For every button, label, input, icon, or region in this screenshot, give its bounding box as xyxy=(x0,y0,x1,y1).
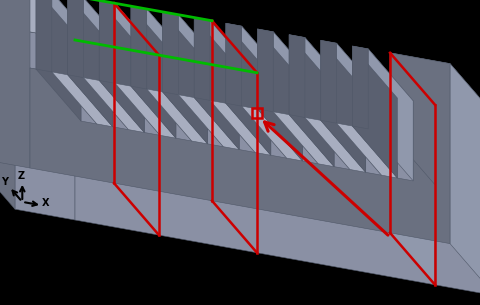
Polygon shape xyxy=(163,12,223,67)
Polygon shape xyxy=(115,83,176,138)
Polygon shape xyxy=(194,18,239,149)
Polygon shape xyxy=(147,89,207,144)
Polygon shape xyxy=(113,47,129,130)
Polygon shape xyxy=(257,29,318,84)
Polygon shape xyxy=(115,3,160,135)
Polygon shape xyxy=(273,32,318,164)
Polygon shape xyxy=(305,38,350,170)
Polygon shape xyxy=(84,0,129,130)
Polygon shape xyxy=(257,29,273,112)
Polygon shape xyxy=(321,40,366,172)
Polygon shape xyxy=(36,0,97,44)
Polygon shape xyxy=(131,6,176,138)
Polygon shape xyxy=(75,120,435,285)
Polygon shape xyxy=(390,133,435,285)
Polygon shape xyxy=(84,77,144,132)
Polygon shape xyxy=(68,0,84,77)
Polygon shape xyxy=(241,106,302,161)
Polygon shape xyxy=(289,35,350,89)
Polygon shape xyxy=(81,41,97,124)
Polygon shape xyxy=(68,0,129,50)
Polygon shape xyxy=(390,53,480,116)
Polygon shape xyxy=(239,70,255,152)
Polygon shape xyxy=(450,64,480,296)
Polygon shape xyxy=(257,29,302,161)
Polygon shape xyxy=(210,20,255,152)
Polygon shape xyxy=(302,81,318,164)
Polygon shape xyxy=(194,18,255,72)
Polygon shape xyxy=(390,53,450,244)
Text: Z: Z xyxy=(18,171,25,181)
Polygon shape xyxy=(271,75,287,158)
Polygon shape xyxy=(207,64,223,147)
Polygon shape xyxy=(397,98,413,181)
Polygon shape xyxy=(305,117,366,172)
Polygon shape xyxy=(352,46,413,101)
Polygon shape xyxy=(226,23,287,78)
Polygon shape xyxy=(131,6,192,61)
Polygon shape xyxy=(273,112,334,167)
Polygon shape xyxy=(289,35,334,167)
Polygon shape xyxy=(368,49,413,181)
Polygon shape xyxy=(435,105,480,296)
Polygon shape xyxy=(226,23,271,155)
Polygon shape xyxy=(226,23,241,106)
Polygon shape xyxy=(36,0,52,72)
Polygon shape xyxy=(52,0,97,124)
Polygon shape xyxy=(194,18,210,100)
Polygon shape xyxy=(390,53,435,185)
Polygon shape xyxy=(30,68,435,185)
Polygon shape xyxy=(52,72,113,127)
Polygon shape xyxy=(0,0,30,168)
Polygon shape xyxy=(163,12,179,95)
Polygon shape xyxy=(321,40,336,123)
Polygon shape xyxy=(0,0,15,209)
Polygon shape xyxy=(68,0,113,127)
Polygon shape xyxy=(241,26,287,158)
Polygon shape xyxy=(163,12,207,144)
Polygon shape xyxy=(210,100,271,155)
Polygon shape xyxy=(176,58,192,141)
Polygon shape xyxy=(352,46,397,178)
Text: X: X xyxy=(42,199,50,208)
Polygon shape xyxy=(147,9,192,141)
Bar xyxy=(252,108,262,118)
Text: Y: Y xyxy=(0,177,8,187)
Polygon shape xyxy=(352,46,368,129)
Polygon shape xyxy=(99,1,160,55)
Polygon shape xyxy=(131,6,147,89)
Polygon shape xyxy=(15,29,75,220)
Polygon shape xyxy=(336,43,382,175)
Polygon shape xyxy=(0,0,75,40)
Polygon shape xyxy=(336,123,397,178)
Polygon shape xyxy=(144,52,160,135)
Polygon shape xyxy=(99,1,144,132)
Polygon shape xyxy=(321,40,382,95)
Polygon shape xyxy=(179,15,223,147)
Polygon shape xyxy=(366,92,382,175)
Polygon shape xyxy=(36,0,81,121)
Polygon shape xyxy=(99,1,115,83)
Polygon shape xyxy=(289,35,305,117)
Polygon shape xyxy=(30,68,390,233)
Polygon shape xyxy=(179,95,239,149)
Polygon shape xyxy=(334,87,350,170)
